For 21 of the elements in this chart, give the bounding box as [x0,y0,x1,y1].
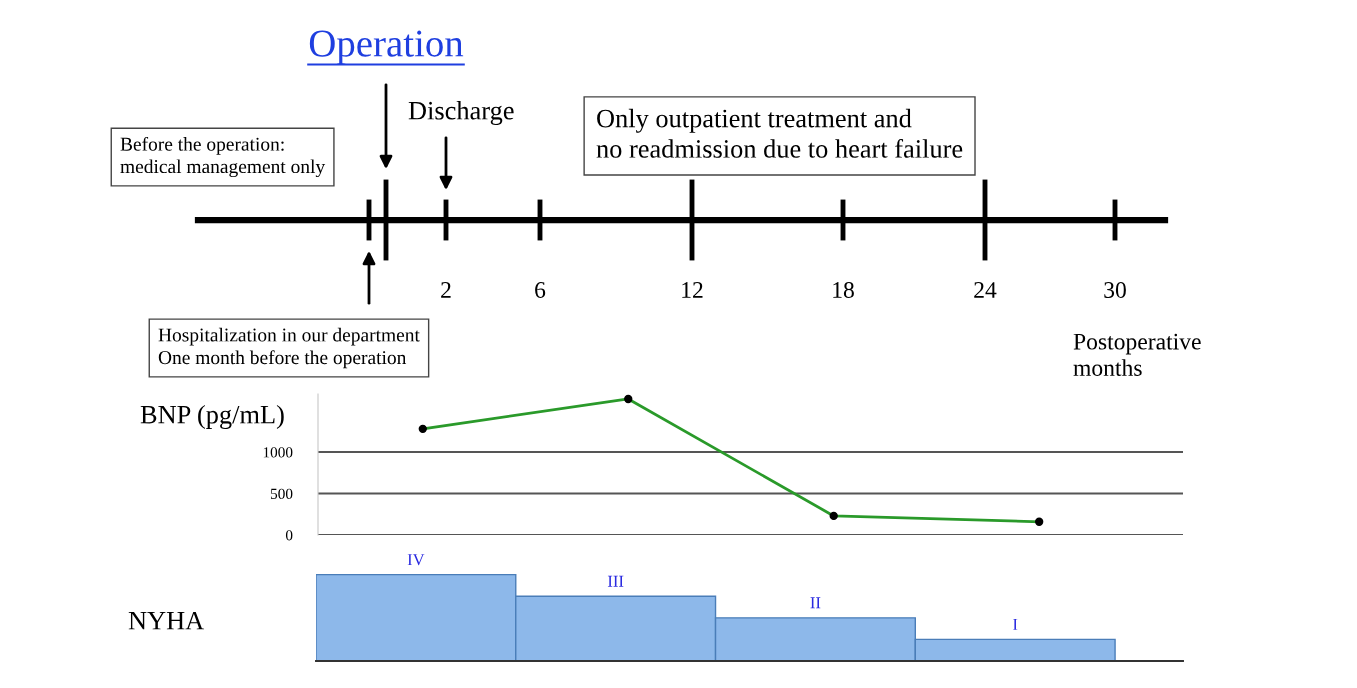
y-axis-title: NYHA [128,611,205,630]
text: 24 [974,282,997,298]
text: Before the operation: medical management only [120,136,326,178]
text: 12 [682,282,703,298]
y-tick-label: 0 [285,530,293,541]
text: 2 [441,282,451,298]
text: Postoperative months [1073,333,1201,376]
text: 6 [535,282,546,298]
text: 30 [1104,281,1126,298]
text: Only outpatient treatment and no readmission due to heart failure [596,108,963,158]
text: Discharge [408,101,514,125]
y-tick-label: 500 [270,488,293,499]
y-axis-title: BNP (pg/mL) [140,405,284,429]
text: 18 [833,281,854,298]
x-tick-label: IV [407,554,425,566]
x-tick-label: III [607,575,624,587]
y-tick-label: 1000 [263,447,293,458]
x-tick-label: II [810,597,821,609]
text: Operation [309,30,464,65]
text: Hospitalization in our department One month before the operation [158,327,420,369]
x-tick-label: I [1013,618,1018,630]
